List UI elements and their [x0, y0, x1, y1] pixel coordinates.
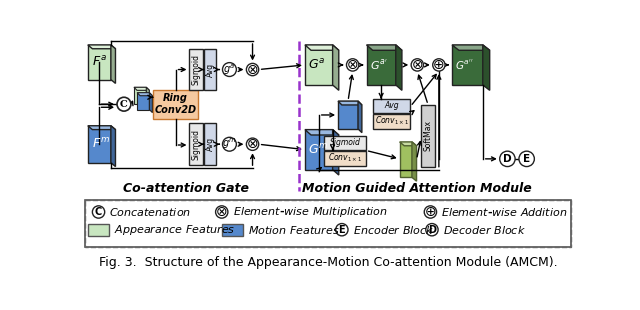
- Text: Ring
Conv2D: Ring Conv2D: [154, 93, 196, 115]
- Text: $G^{a''}$: $G^{a''}$: [455, 58, 474, 72]
- Text: C: C: [120, 100, 128, 109]
- Circle shape: [223, 137, 236, 151]
- Polygon shape: [134, 87, 149, 90]
- Text: $G^a$: $G^a$: [308, 58, 325, 72]
- Circle shape: [426, 224, 438, 236]
- Polygon shape: [333, 130, 339, 175]
- Text: $F^m$: $F^m$: [92, 137, 110, 151]
- Polygon shape: [358, 101, 362, 133]
- Text: Co-attention Gate: Co-attention Gate: [122, 182, 248, 195]
- Text: Avg: Avg: [205, 63, 214, 77]
- Text: D: D: [428, 225, 436, 235]
- Text: E: E: [339, 225, 345, 235]
- Polygon shape: [373, 99, 410, 113]
- Text: $\it{Decoder\ Block}$: $\it{Decoder\ Block}$: [443, 224, 525, 236]
- Text: $\it{Encoder\ Block}$: $\it{Encoder\ Block}$: [353, 224, 434, 236]
- Text: ⊗: ⊗: [347, 58, 358, 72]
- Text: Sigmoid: Sigmoid: [330, 138, 360, 147]
- Polygon shape: [221, 224, 243, 236]
- Text: Fig. 3.  Structure of the Appearance-Motion Co-attention Module (AMCM).: Fig. 3. Structure of the Appearance-Moti…: [99, 255, 557, 268]
- Circle shape: [346, 59, 359, 71]
- Polygon shape: [421, 105, 435, 166]
- Polygon shape: [367, 45, 402, 50]
- Polygon shape: [324, 136, 365, 150]
- Polygon shape: [396, 45, 402, 90]
- Text: $\it{Concatenation}$: $\it{Concatenation}$: [109, 206, 191, 218]
- Polygon shape: [134, 87, 147, 104]
- Polygon shape: [147, 87, 149, 107]
- Polygon shape: [399, 142, 412, 177]
- Text: ⊗: ⊗: [247, 137, 259, 151]
- Polygon shape: [88, 45, 111, 80]
- Polygon shape: [111, 126, 115, 166]
- Circle shape: [500, 151, 515, 166]
- Polygon shape: [412, 142, 417, 181]
- Polygon shape: [338, 101, 362, 105]
- Polygon shape: [324, 151, 365, 166]
- Circle shape: [424, 206, 436, 218]
- Text: $\it{Appearance\ Features}$: $\it{Appearance\ Features}$: [114, 223, 236, 237]
- Text: ⊗: ⊗: [412, 58, 423, 72]
- Text: $\it{Element}$-$\it{wise\ Multiplication}$: $\it{Element}$-$\it{wise\ Multiplication…: [232, 205, 388, 219]
- Text: Sigmoid: Sigmoid: [192, 54, 201, 85]
- Text: $Conv_{1\times1}$: $Conv_{1\times1}$: [328, 152, 362, 164]
- Text: $G^m$: $G^m$: [308, 143, 328, 157]
- Polygon shape: [338, 101, 358, 129]
- Text: C: C: [95, 207, 102, 217]
- Polygon shape: [333, 45, 339, 90]
- Polygon shape: [189, 123, 204, 165]
- Circle shape: [117, 97, 131, 111]
- Circle shape: [519, 151, 534, 166]
- Circle shape: [246, 63, 259, 76]
- Polygon shape: [452, 45, 490, 50]
- Text: Sigmoid: Sigmoid: [192, 129, 201, 160]
- Text: $g^m$: $g^m$: [222, 137, 237, 151]
- Text: Avg: Avg: [385, 101, 399, 110]
- Text: $g^a$: $g^a$: [223, 62, 236, 77]
- Text: D: D: [503, 154, 512, 164]
- Polygon shape: [86, 201, 570, 247]
- Polygon shape: [88, 224, 109, 236]
- Text: ⊕: ⊕: [433, 58, 445, 72]
- Polygon shape: [189, 49, 204, 90]
- Text: $G^{a'}$: $G^{a'}$: [369, 58, 387, 72]
- Polygon shape: [399, 142, 417, 146]
- Text: ⊕: ⊕: [424, 205, 436, 219]
- Circle shape: [433, 59, 445, 71]
- Polygon shape: [483, 45, 490, 90]
- Text: ⊗: ⊗: [247, 63, 259, 77]
- Text: E: E: [523, 154, 530, 164]
- Text: $\it{Motion\ Features}$: $\it{Motion\ Features}$: [248, 224, 340, 236]
- Text: $Conv_{1\times1}$: $Conv_{1\times1}$: [375, 115, 409, 127]
- Polygon shape: [367, 45, 396, 85]
- Text: $F^a$: $F^a$: [92, 55, 108, 69]
- Circle shape: [216, 206, 228, 218]
- Polygon shape: [305, 130, 333, 170]
- Polygon shape: [137, 93, 152, 96]
- Circle shape: [411, 59, 424, 71]
- Polygon shape: [137, 93, 149, 109]
- Polygon shape: [305, 45, 339, 50]
- Polygon shape: [452, 45, 483, 85]
- Polygon shape: [204, 123, 216, 165]
- Polygon shape: [305, 130, 339, 135]
- Circle shape: [92, 206, 105, 218]
- Polygon shape: [204, 49, 216, 90]
- Polygon shape: [111, 45, 115, 83]
- Text: SoftMax: SoftMax: [424, 120, 433, 151]
- Text: $\it{Element}$-$\it{wise\ Addition}$: $\it{Element}$-$\it{wise\ Addition}$: [441, 206, 568, 218]
- Polygon shape: [305, 45, 333, 85]
- Circle shape: [246, 138, 259, 150]
- Text: Motion Guided Attention Module: Motion Guided Attention Module: [301, 182, 531, 195]
- Text: Avg: Avg: [205, 137, 214, 151]
- Polygon shape: [88, 126, 111, 163]
- Polygon shape: [88, 45, 115, 49]
- Text: ⊗: ⊗: [216, 205, 228, 219]
- Polygon shape: [153, 90, 198, 119]
- Polygon shape: [373, 114, 410, 129]
- Polygon shape: [88, 126, 115, 130]
- Circle shape: [336, 224, 348, 236]
- Circle shape: [223, 63, 236, 77]
- Polygon shape: [149, 93, 152, 113]
